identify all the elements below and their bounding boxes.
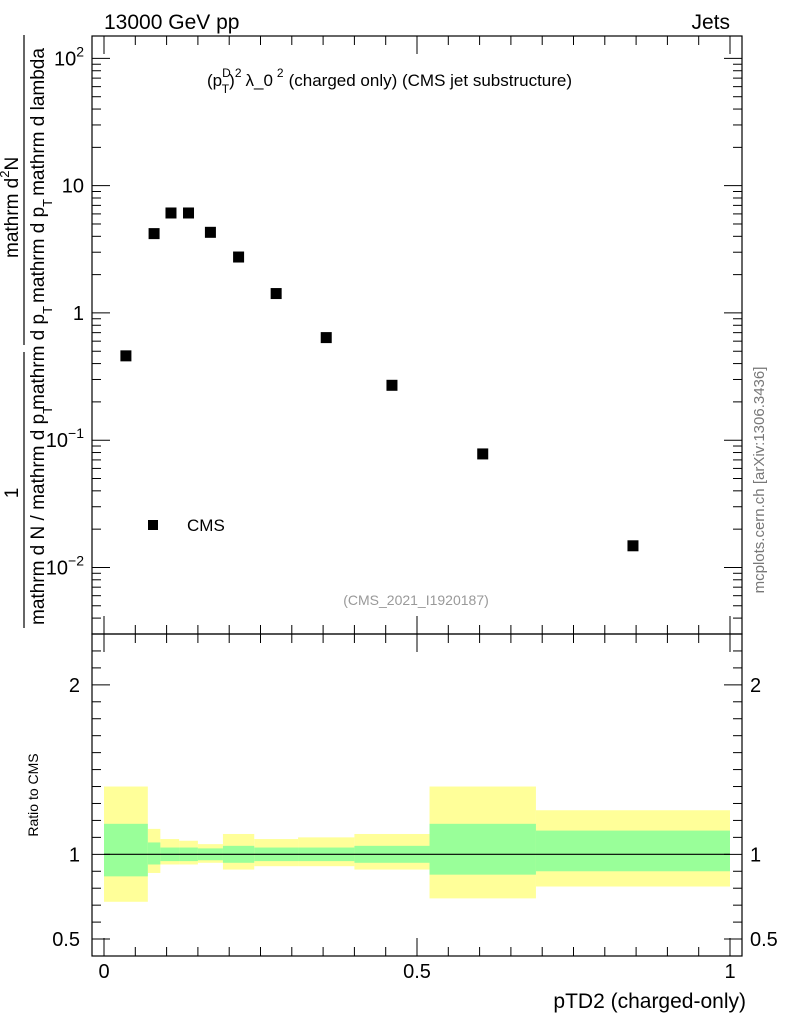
x-axis-label: pTD2 (charged-only) xyxy=(553,990,746,1013)
cms-data-points xyxy=(120,207,639,552)
y-label-frac-top: mathrm d2N xyxy=(0,157,23,258)
plot-title: (pD T)2 λ_0 2 (charged only) (CMS jet substr… xyxy=(207,66,572,96)
y-label-denominator: mathrm d N / mathrm d pT xyxy=(28,406,55,625)
y-label-one: 1 xyxy=(2,488,23,499)
y-tick-label-base: 10 xyxy=(54,48,76,70)
cms-point-1 xyxy=(148,228,160,240)
y-label-frac-bottom-b: mathrm d p xyxy=(28,207,49,303)
main-plot-frame xyxy=(91,35,743,635)
ratio-y-axis-label: Ratio to CMS xyxy=(25,753,41,836)
cms-point-0 xyxy=(120,350,132,362)
ratio-plot-frame xyxy=(91,633,743,957)
y-tick-label-4: 102 xyxy=(54,43,84,70)
plot-title-p: (p xyxy=(207,71,222,90)
main-axis-ticks xyxy=(92,36,742,635)
cms-point-4 xyxy=(204,226,216,238)
ratio-y-tick-label-left-1: 1 xyxy=(69,844,80,866)
ratio-stat-band-0 xyxy=(104,823,148,877)
y-label-frac-top-sup: 2 xyxy=(0,171,12,178)
ratio-stat-band-9 xyxy=(429,823,536,875)
x-tick-label-1: 0.5 xyxy=(403,961,431,983)
ratio-axis-ticks xyxy=(92,633,742,957)
y-tick-label-base: 10 xyxy=(46,557,68,579)
y-tick-label-0: 10−2 xyxy=(46,552,84,579)
cms-point-3 xyxy=(183,207,195,219)
y-label-frac-bottom-c: mathrm d lambda xyxy=(28,48,49,196)
y-label-frac-bottom: mathrm d pTmathrm d pTmathrm d lambda xyxy=(28,48,55,410)
y-label-frac-bottom-sub: T xyxy=(40,306,55,314)
energy-label: 13000 GeV pp xyxy=(104,11,239,34)
plot-title-rest: (charged only) (CMS jet substructure) xyxy=(289,71,572,90)
plot-title-close: ) xyxy=(229,71,235,90)
y-label-frac-top-text: mathrm d xyxy=(2,178,23,258)
y-tick-label-3: 10 xyxy=(62,176,84,198)
legend-marker xyxy=(148,520,158,530)
x-tick-labels: 0 0.5 1 xyxy=(98,961,735,983)
y-label-frac-bottom-a: mathrm d p xyxy=(28,314,49,410)
process-label: Jets xyxy=(691,11,730,34)
plot-title-sup-d: D xyxy=(222,66,231,80)
plot-title-sup-2: 2 xyxy=(235,66,242,80)
y-tick-label-exp: −1 xyxy=(68,425,84,441)
ratio-y-tick-label-left-2: 2 xyxy=(69,675,80,697)
ratio-stat-band-1 xyxy=(147,842,161,865)
y-tick-label-1: 10−1 xyxy=(46,425,84,452)
mcplots-side-label: mcplots.cern.ch [arXiv:1306.3436] xyxy=(751,367,768,594)
y-tick-label-exp: 2 xyxy=(76,43,84,59)
y-tick-label-2: 1 xyxy=(73,303,84,325)
x-tick-label-0: 0 xyxy=(98,961,109,983)
ratio-y-tick-label-right-2: 2 xyxy=(750,675,761,697)
ratio-y-tick-label-left-0: 0.5 xyxy=(52,929,80,951)
cms-point-6 xyxy=(270,288,282,300)
y-label-den-text: mathrm d N / mathrm d p xyxy=(28,414,49,625)
analysis-id: (CMS_2021_I1920187) xyxy=(343,592,489,608)
y-label-frac-top-n: N xyxy=(2,157,23,171)
ratio-y-tick-label-right-1: 1 xyxy=(750,844,761,866)
x-tick-label-2: 1 xyxy=(724,961,735,983)
cms-point-10 xyxy=(627,540,639,552)
y-tick-label-base: 1 xyxy=(73,303,84,325)
plot-title-sub-t: T xyxy=(222,82,230,96)
ratio-uncertainty-bands xyxy=(104,786,730,902)
legend-label: CMS xyxy=(187,516,225,535)
plot-title-sup-2b: 2 xyxy=(277,66,284,80)
y-tick-label-base: 10 xyxy=(62,176,84,198)
plot-title-lambda: λ_0 xyxy=(246,71,273,90)
y-tick-label-base: 10 xyxy=(46,430,68,452)
ratio-stat-band-10 xyxy=(535,830,730,872)
cms-point-5 xyxy=(233,251,245,263)
cms-point-8 xyxy=(386,379,398,391)
ratio-y-tick-label-right-0: 0.5 xyxy=(750,929,778,951)
y-label-den-sub: T xyxy=(40,406,55,414)
cms-point-2 xyxy=(165,207,177,219)
main-y-axis-label: 1 mathrm d N / mathrm d pT mathrm d2N ma… xyxy=(0,35,55,628)
y-label-frac-bottom-sub2: T xyxy=(40,199,55,207)
cms-point-7 xyxy=(320,332,332,344)
cms-point-9 xyxy=(477,448,489,460)
ratio-y-tick-labels: 0.5 0.5 1 1 2 2 xyxy=(52,675,778,951)
y-tick-label-exp: −2 xyxy=(68,552,84,568)
